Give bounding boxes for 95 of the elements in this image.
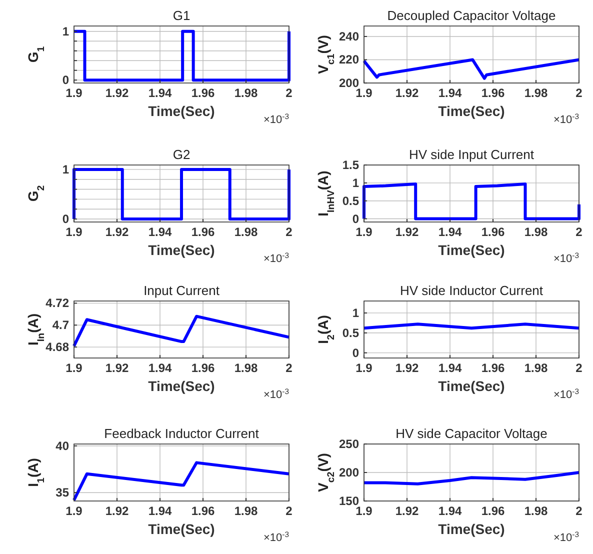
chart-title: G1 [172,8,190,23]
x-tick-label: 1.92 [105,86,129,100]
x-tick-label: 2 [576,361,583,375]
x-tick-label: 1.98 [524,361,548,375]
x-tick-label: 1.96 [191,361,215,375]
x-tick-label: 1.98 [524,86,548,100]
y-tick-label: 0.5 [342,326,360,340]
y-tick-label: 200 [338,466,360,480]
x-tick-label: 2 [286,361,293,375]
x-axis-title: Time(Sec) [148,378,215,394]
chart-title: HV side Capacitor Voltage [396,426,548,441]
y-tick-label: 1 [352,176,360,190]
x-tick-label: 1.94 [438,86,462,100]
text: ×10$^{-3}$ [553,112,579,126]
y-tick-label: 4.7 [52,318,70,332]
text: ×10$^{-3}$ [263,250,289,265]
x-tick-label: 2 [576,86,583,100]
x-tick-label: 1.96 [191,86,215,100]
x-tick-label: 1.9 [66,225,83,239]
y-tick-label: 40 [56,438,70,453]
x-tick-label: 1.92 [105,504,129,518]
y-tick-label: 35 [56,486,70,500]
x-axis-title: Time(Sec) [148,242,215,258]
y-tick-label: 1 [62,24,70,38]
y-tick-label: 1.5 [342,158,360,172]
line-series [362,471,580,486]
x-tick-label: 1.96 [481,86,505,100]
x-tick-label: 1.96 [481,504,505,518]
text: ×10$^{-3}$ [263,112,289,126]
y-tick-label: 1 [62,162,70,176]
chart-title: Decoupled Capacitor Voltage [387,8,556,23]
text: ×10$^{-3}$ [263,386,289,401]
x-tick-label: 1.92 [395,225,419,239]
x-tick-label: 2 [286,86,293,100]
x-tick-label: 1.94 [148,504,172,518]
x-axis-title: Time(Sec) [438,242,505,258]
y-tick-label: 0 [62,73,70,88]
chart-title: Feedback Inductor Current [104,426,260,441]
x-axis-title: Time(Sec) [148,103,215,119]
y-tick-label: 240 [338,29,360,44]
x-tick-label: 2 [286,225,293,239]
x-tick-label: 1.92 [395,86,419,100]
chart-title: HV side Inductor Current [400,283,544,298]
y-tick-label: 0.5 [342,194,360,208]
x-tick-label: 1.92 [105,225,129,239]
text: ×10$^{-3}$ [553,530,579,544]
line-series [72,461,290,502]
x-tick-label: 1.92 [395,361,419,375]
chart-title: Input Current [144,283,220,298]
x-tick-label: 1.98 [234,504,258,518]
line-series [362,182,580,220]
x-tick-label: 1.98 [234,86,258,100]
y-tick-label: 4.72 [46,296,70,310]
y-tick-label: 0 [352,212,360,226]
x-axis-title: Time(Sec) [438,103,505,119]
x-tick-label: 1.94 [438,361,462,375]
chart-title: HV side Input Current [408,147,534,162]
chart-title: G2 [172,147,190,162]
x-tick-label: 1.9 [356,361,373,375]
x-tick-label: 1.9 [66,86,83,100]
x-axis-title: Time(Sec) [438,378,505,394]
x-tick-label: 1.94 [148,361,172,375]
x-tick-label: 1.94 [438,225,462,239]
text: ×10$^{-3}$ [263,530,289,544]
line-series [362,58,580,80]
x-tick-label: 1.9 [356,225,373,239]
x-axis-title: Time(Sec) [148,521,215,537]
y-tick-label: 220 [338,52,360,67]
x-tick-label: 1.92 [105,361,129,375]
x-tick-label: 1.94 [148,86,172,100]
x-tick-label: 1.9 [66,504,83,518]
x-tick-label: 1.9 [66,361,83,375]
x-axis-title: Time(Sec) [438,521,505,537]
text: ×10$^{-3}$ [553,386,579,401]
y-tick-label: 250 [338,437,360,451]
y-tick-label: 1 [352,306,360,320]
x-tick-label: 2 [286,504,293,518]
y-tick-label: 4.68 [46,340,70,354]
x-tick-label: 1.94 [438,504,462,518]
x-tick-label: 2 [576,504,583,518]
x-tick-label: 1.94 [148,225,172,239]
x-tick-label: 1.98 [524,504,548,518]
text: ×10$^{-3}$ [553,250,579,265]
x-tick-label: 2 [576,225,583,239]
x-tick-label: 1.98 [234,225,258,239]
line-series [72,314,290,348]
x-tick-label: 1.98 [234,361,258,375]
x-tick-label: 1.96 [191,225,215,239]
x-tick-label: 1.98 [524,225,548,239]
y-tick-label: 0 [352,346,360,360]
x-tick-label: 1.96 [481,225,505,239]
x-tick-label: 1.92 [395,504,419,518]
x-tick-label: 1.96 [191,504,215,518]
y-tick-label: 0 [62,212,70,226]
x-tick-label: 1.96 [481,361,505,375]
